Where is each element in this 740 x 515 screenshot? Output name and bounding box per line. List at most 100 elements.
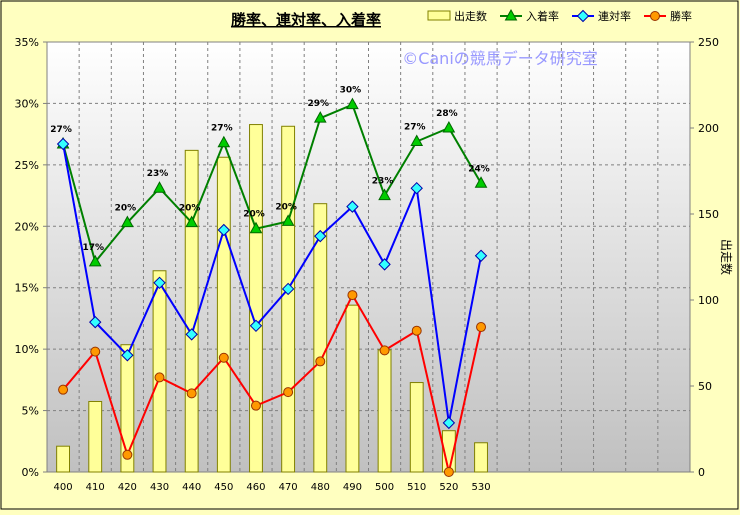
chart-title: 勝率、連対率、入着率 — [231, 11, 381, 29]
x-tick-label: 460 — [246, 482, 265, 493]
y-left-tick-label: 0% — [22, 466, 39, 479]
marker-入着率-430 — [153, 181, 166, 193]
marker-入着率-470 — [281, 214, 295, 226]
x-tick-label: 510 — [407, 482, 426, 493]
marker-勝率-470 — [283, 387, 294, 398]
marker-連対率-410 — [89, 315, 102, 329]
bar-460 — [249, 124, 263, 473]
marker-連対率-520 — [442, 416, 456, 430]
y-left-tick-label: 5% — [22, 405, 39, 418]
marker-連対率-450 — [217, 223, 231, 237]
x-tick-label: 420 — [118, 482, 137, 493]
data-label-490: 30% — [340, 86, 362, 96]
legend-marker-勝率 — [650, 11, 660, 21]
data-label-520: 28% — [436, 109, 458, 119]
legend-marker-連対率 — [576, 9, 590, 23]
line-入着率 — [62, 103, 482, 265]
marker-連対率-440 — [185, 328, 198, 341]
legend-label-勝率: 勝率 — [670, 9, 692, 23]
y-left-tick-label: 35% — [15, 36, 39, 49]
marker-勝率-450 — [218, 352, 229, 363]
marker-入着率-460 — [249, 221, 263, 234]
legend-label-連対率: 連対率 — [598, 9, 631, 23]
data-label-450: 27% — [211, 124, 233, 134]
data-label-430: 23% — [147, 169, 169, 179]
marker-勝率-460 — [250, 400, 261, 411]
marker-連対率-530 — [474, 249, 488, 262]
marker-連対率-460 — [249, 319, 263, 333]
y-right-axis-label: 出走数 — [719, 239, 734, 275]
data-label-440: 20% — [179, 204, 201, 214]
marker-入着率-450 — [217, 135, 231, 148]
data-label-470: 20% — [275, 202, 297, 212]
data-label-460: 20% — [243, 210, 265, 220]
x-tick-label: 430 — [150, 482, 169, 493]
marker-連対率-500 — [378, 258, 391, 271]
bar-440 — [184, 149, 199, 473]
x-tick-label: 500 — [375, 482, 394, 493]
x-tick-label: 440 — [182, 482, 201, 493]
data-label-420: 20% — [115, 204, 137, 214]
y-left-tick-label: 15% — [15, 282, 39, 295]
marker-勝率-410 — [90, 346, 101, 357]
marker-勝率-400 — [58, 384, 69, 395]
marker-勝率-430 — [154, 372, 165, 383]
data-label-530: 24% — [468, 164, 490, 174]
marker-入着率-500 — [378, 188, 391, 201]
watermark: ©Caniの競馬データ研究室 — [402, 49, 598, 68]
bar-510 — [409, 382, 424, 473]
x-tick-label: 520 — [439, 482, 458, 493]
bar-420 — [120, 344, 135, 473]
marker-勝率-530 — [476, 322, 487, 333]
bar-430 — [152, 270, 167, 473]
legend-label-出走数: 出走数 — [454, 9, 487, 23]
legend-marker-入着率 — [504, 8, 518, 21]
line-連対率 — [62, 143, 483, 424]
marker-連対率-470 — [281, 282, 295, 296]
marker-入着率-510 — [410, 134, 424, 147]
marker-入着率-530 — [474, 176, 488, 188]
x-tick-label: 490 — [343, 482, 362, 493]
marker-入着率-440 — [185, 215, 199, 228]
x-tick-label: 400 — [54, 482, 73, 493]
marker-連対率-510 — [410, 181, 423, 195]
marker-入着率-490 — [346, 97, 359, 110]
marker-勝率-520 — [443, 467, 454, 477]
marker-勝率-510 — [411, 325, 422, 336]
data-label-410: 17% — [82, 243, 104, 253]
marker-勝率-440 — [186, 388, 197, 399]
y-right-tick-label: 100 — [698, 294, 719, 307]
bar-400 — [56, 445, 71, 473]
marker-勝率-480 — [315, 356, 326, 367]
marker-連対率-490 — [346, 200, 359, 213]
y-right-tick-label: 50 — [698, 380, 712, 393]
marker-入着率-520 — [442, 120, 456, 133]
marker-連対率-420 — [121, 349, 134, 362]
plot-area — [46, 41, 691, 473]
line-勝率 — [62, 292, 483, 473]
bar-410 — [88, 400, 103, 473]
y-left-tick-label: 25% — [15, 159, 39, 172]
y-left-tick-label: 10% — [15, 343, 39, 356]
bar-470 — [281, 125, 296, 473]
x-tick-label: 450 — [214, 482, 233, 493]
data-label-510: 27% — [404, 123, 426, 133]
marker-連対率-480 — [314, 229, 327, 243]
bar-480 — [313, 203, 328, 473]
bar-490 — [345, 304, 360, 473]
marker-勝率-500 — [379, 345, 390, 356]
legend: 出走数 入着率 連対率 勝率 — [427, 8, 692, 23]
bar-450 — [216, 156, 231, 473]
y-left-tick-label: 20% — [15, 220, 39, 233]
data-label-400: 27% — [50, 125, 72, 135]
bar-500 — [377, 349, 392, 473]
marker-入着率-420 — [121, 215, 134, 228]
x-tick-label: 530 — [471, 482, 490, 493]
legend-label-入着率: 入着率 — [526, 9, 559, 23]
y-right-tick-label: 250 — [698, 36, 719, 49]
bar-530 — [474, 442, 488, 473]
marker-勝率-490 — [347, 290, 358, 301]
